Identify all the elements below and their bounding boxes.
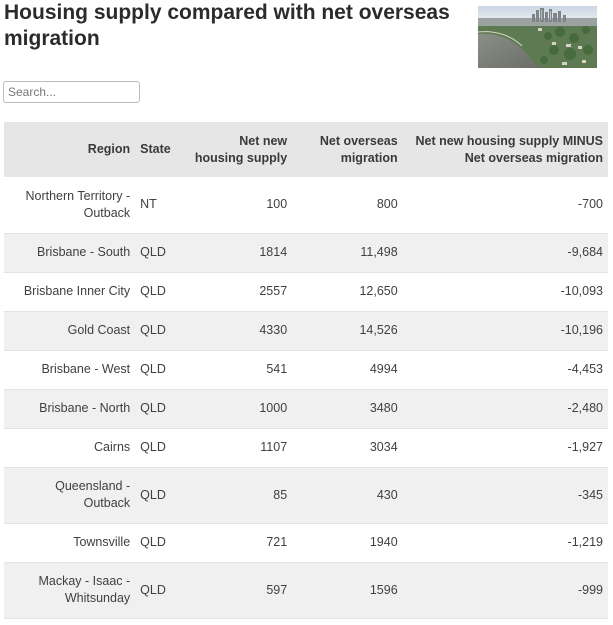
cell-difference: -1,927 (402, 428, 608, 468)
cell-difference: -9,684 (402, 233, 608, 273)
cell-state: QLD (135, 467, 185, 524)
cell-difference: -345 (402, 467, 608, 524)
cell-difference: -700 (402, 177, 608, 234)
cell-difference: -4,453 (402, 350, 608, 390)
cell-migration: 12,650 (292, 272, 403, 312)
cell-region: Brisbane Inner City (4, 272, 136, 312)
cell-region: Gold Coast (4, 311, 136, 351)
cell-supply: 721 (184, 523, 293, 563)
table-row: Northern Territory - Outback NT 100 800 … (4, 177, 608, 234)
cell-region: Townsville (4, 523, 136, 563)
cell-region: Brisbane - South (4, 233, 136, 273)
cell-region: Mackay - Isaac - Whitsunday (4, 562, 136, 619)
cell-region: Northern Territory - Outback (4, 177, 136, 234)
cell-supply: 1814 (184, 233, 293, 273)
city-aerial-photo (478, 6, 597, 68)
table-row: Townsville QLD 721 1940 -1,219 (4, 523, 608, 563)
cell-difference: -10,196 (402, 311, 608, 351)
cell-state: NT (135, 177, 185, 234)
cell-region: Queensland - Outback (4, 467, 136, 524)
table-row: Brisbane - West QLD 541 4994 -4,453 (4, 350, 608, 390)
cell-difference: -2,480 (402, 389, 608, 429)
table-row: Mackay - Isaac - Whitsunday QLD 597 1596… (4, 562, 608, 619)
cell-supply: 541 (184, 350, 293, 390)
cell-migration: 3034 (292, 428, 403, 468)
cell-supply: 1000 (184, 389, 293, 429)
table-row: Brisbane Inner City QLD 2557 12,650 -10,… (4, 272, 608, 312)
column-header-state[interactable]: State (140, 142, 171, 156)
cell-migration: 4994 (292, 350, 403, 390)
city-aerial-image (478, 6, 597, 68)
table-row: Cairns QLD 1107 3034 -1,927 (4, 428, 608, 468)
cell-difference: -1,219 (402, 523, 608, 563)
cell-migration: 1940 (292, 523, 403, 563)
cell-supply: 4330 (184, 311, 293, 351)
cell-difference: -999 (402, 562, 608, 619)
search-input[interactable] (3, 81, 140, 103)
column-header-region[interactable]: Region (87, 142, 131, 156)
table-row: Brisbane - North QLD 1000 3480 -2,480 (4, 389, 608, 429)
cell-supply: 1107 (184, 428, 293, 468)
data-table: Region State Net new housing supply Net … (4, 122, 608, 619)
cell-state: QLD (135, 389, 185, 429)
cell-state: QLD (135, 523, 185, 563)
cell-supply: 85 (184, 467, 293, 524)
cell-region: Brisbane - West (4, 350, 136, 390)
column-header-difference[interactable]: Net new housing supply MINUS Net oversea… (415, 133, 603, 165)
cell-supply: 597 (184, 562, 293, 619)
column-header-supply[interactable]: Net new housing supply (194, 133, 288, 165)
cell-state: QLD (135, 233, 185, 273)
cell-region: Cairns (4, 428, 136, 468)
cell-supply: 100 (184, 177, 293, 234)
table-row: Brisbane - South QLD 1814 11,498 -9,684 (4, 233, 608, 273)
cell-state: QLD (135, 311, 185, 351)
column-header-migration[interactable]: Net overseas migration (319, 133, 398, 165)
cell-migration: 3480 (292, 389, 403, 429)
cell-migration: 430 (292, 467, 403, 524)
cell-region: Brisbane - North (4, 389, 136, 429)
table-header-row: Region State Net new housing supply Net … (4, 122, 608, 177)
cell-state: QLD (135, 272, 185, 312)
page-title: Housing supply compared with net oversea… (4, 1, 450, 50)
cell-supply: 2557 (184, 272, 293, 312)
table-row: Gold Coast QLD 4330 14,526 -10,196 (4, 311, 608, 351)
table-row: Queensland - Outback QLD 85 430 -345 (4, 467, 608, 524)
cell-state: QLD (135, 562, 185, 619)
cell-state: QLD (135, 428, 185, 468)
cell-state: QLD (135, 350, 185, 390)
cell-migration: 11,498 (292, 233, 403, 273)
cell-migration: 1596 (292, 562, 403, 619)
cell-migration: 14,526 (292, 311, 403, 351)
cell-migration: 800 (292, 177, 403, 234)
cell-difference: -10,093 (402, 272, 608, 312)
